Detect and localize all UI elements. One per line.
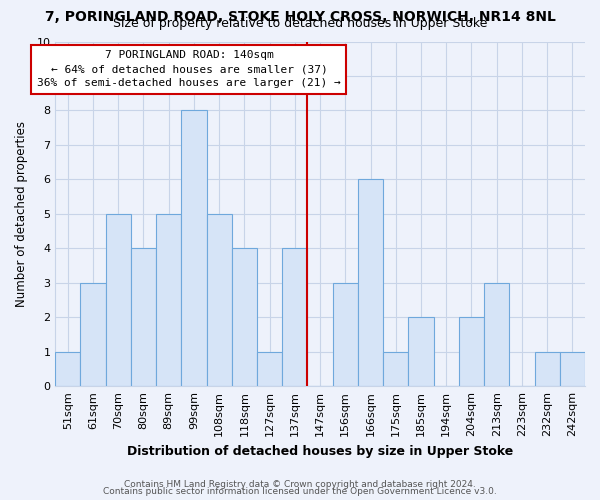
Bar <box>106 214 131 386</box>
Y-axis label: Number of detached properties: Number of detached properties <box>15 121 28 307</box>
Bar <box>535 352 560 386</box>
Text: 7 PORINGLAND ROAD: 140sqm
← 64% of detached houses are smaller (37)
36% of semi-: 7 PORINGLAND ROAD: 140sqm ← 64% of detac… <box>37 50 341 88</box>
Text: Size of property relative to detached houses in Upper Stoke: Size of property relative to detached ho… <box>113 18 487 30</box>
Bar <box>206 214 232 386</box>
Text: Contains HM Land Registry data © Crown copyright and database right 2024.: Contains HM Land Registry data © Crown c… <box>124 480 476 489</box>
Bar <box>383 352 409 386</box>
Bar <box>333 283 358 386</box>
Bar <box>459 317 484 386</box>
Bar <box>131 248 156 386</box>
Bar <box>257 352 282 386</box>
Text: 7, PORINGLAND ROAD, STOKE HOLY CROSS, NORWICH, NR14 8NL: 7, PORINGLAND ROAD, STOKE HOLY CROSS, NO… <box>44 10 556 24</box>
Bar <box>484 283 509 386</box>
Bar <box>232 248 257 386</box>
Text: Contains public sector information licensed under the Open Government Licence v3: Contains public sector information licen… <box>103 487 497 496</box>
Bar <box>55 352 80 386</box>
Bar <box>409 317 434 386</box>
Bar <box>282 248 307 386</box>
Bar <box>560 352 585 386</box>
X-axis label: Distribution of detached houses by size in Upper Stoke: Distribution of detached houses by size … <box>127 444 513 458</box>
Bar <box>181 110 206 386</box>
Bar <box>358 180 383 386</box>
Bar <box>156 214 181 386</box>
Bar <box>80 283 106 386</box>
